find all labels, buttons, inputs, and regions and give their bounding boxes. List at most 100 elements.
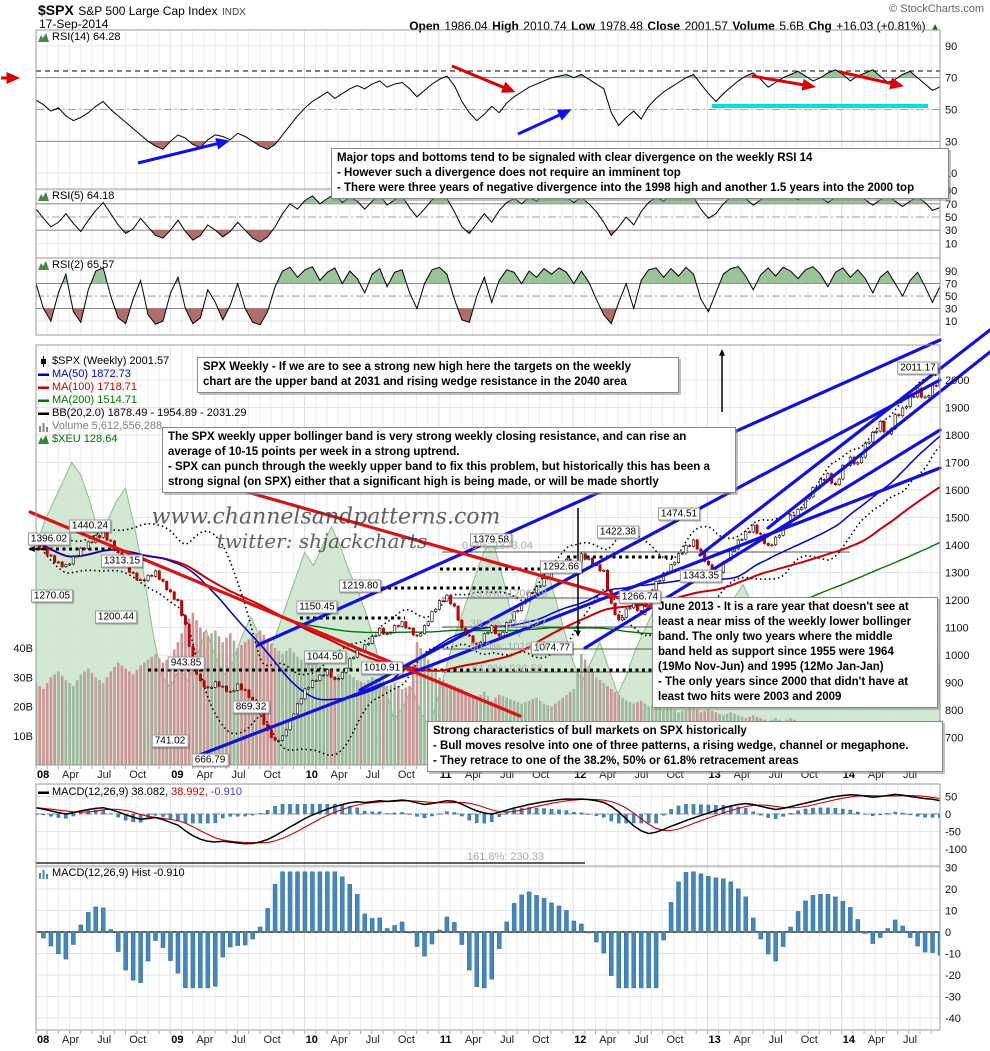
volume-bar (400, 688, 404, 765)
candle-body (333, 676, 337, 680)
macd-axis-label: -50 (945, 827, 961, 839)
month-axis-label: Oct (532, 1034, 549, 1046)
volume-bar (449, 684, 452, 765)
candle-body (236, 683, 240, 691)
volume-bar (785, 719, 789, 765)
volume-bar (931, 732, 934, 765)
month-axis-label: Apr (196, 769, 213, 781)
volume-bar (359, 681, 363, 765)
macd-hist-bar (414, 931, 420, 947)
year-axis-label: 08 (37, 769, 49, 781)
candle-body (770, 544, 774, 547)
candle-body (154, 570, 158, 577)
volume-bar (456, 687, 460, 765)
volume-bar (154, 653, 157, 765)
macd-hist-bar (743, 896, 749, 933)
macd-hist-bar (676, 881, 681, 933)
macdh-axis-label: -10 (945, 949, 961, 961)
volume-bar (378, 680, 381, 765)
macd-hist-bar (721, 878, 726, 933)
candle-body (598, 564, 602, 572)
volume-bar (57, 671, 60, 765)
volume-bar (53, 674, 56, 765)
candle-body (366, 643, 370, 646)
macd-hist-bar (48, 931, 54, 947)
volume-bar (822, 722, 826, 765)
rsi5-axis-label: 90 (945, 186, 957, 198)
volume-bar (800, 722, 804, 765)
macd-hist-bar-small (781, 813, 785, 817)
volume-bar (774, 718, 777, 765)
candle-body (919, 387, 923, 398)
macd-hist-bar (571, 920, 577, 933)
candle-body (714, 573, 718, 577)
macd-hist-bar (175, 931, 181, 974)
candle-body (64, 564, 68, 568)
volume-bar (583, 659, 587, 765)
macd-hist-bar-small (773, 813, 778, 819)
candle-body (213, 681, 217, 688)
macd-hist-bar-small (602, 813, 606, 818)
volume-bar (647, 706, 650, 765)
volume-bar (486, 696, 490, 765)
candle-body (718, 571, 722, 577)
macd-hist-bar-small (176, 813, 180, 821)
candle-body (587, 557, 591, 560)
macd-hist-bar-small (437, 813, 442, 815)
year-axis-label: 11 (440, 769, 452, 781)
volume-bar (411, 664, 415, 765)
macd-hist-bar (272, 884, 278, 933)
volume-bar (228, 633, 232, 765)
macd-signal-line (36, 795, 940, 844)
volume-bar (355, 680, 359, 765)
volume-bar (811, 721, 815, 765)
rsi5-axis-label: 30 (945, 225, 957, 237)
macd-hist-bar (661, 931, 666, 941)
macd-hist-bar (265, 908, 270, 933)
candle-body (210, 687, 214, 689)
volume-bar (684, 709, 688, 765)
macd-hist-bar (825, 894, 831, 933)
volume-bar (139, 665, 142, 765)
panel-border (35, 257, 941, 336)
macd-hist-bar-small (228, 813, 233, 817)
macd-hist-bar (280, 871, 285, 933)
volume-bar (72, 686, 75, 765)
volume-bar (871, 726, 875, 765)
candle-body (60, 561, 64, 568)
macd-hist-bar (623, 931, 629, 989)
volume-bar (680, 710, 684, 765)
volume-bar (169, 656, 172, 765)
volume-bar (751, 715, 755, 765)
volume-bar (98, 680, 101, 765)
candle-body (422, 625, 426, 634)
volume-bar (146, 659, 150, 765)
macd-hist-bar-small (452, 812, 457, 815)
macd-hist-bar (511, 903, 517, 933)
macd-hist-bar (698, 873, 704, 933)
candle-body (295, 703, 299, 715)
price-axis-label: 900 (945, 678, 963, 690)
candle-body (568, 558, 572, 565)
volume-bar (329, 672, 333, 765)
candle-body (493, 625, 497, 634)
header-title: $SPX S&P 500 Large Cap Index INDX (38, 2, 246, 20)
volume-bar (546, 705, 550, 765)
macd-hist-bar (870, 931, 876, 944)
volume-bar (83, 671, 86, 765)
macd-hist-bar (788, 926, 793, 933)
macd-hist-bar (242, 931, 248, 946)
candle-body (658, 580, 662, 582)
volume-bar (673, 709, 677, 765)
macd-hist-bar (601, 931, 607, 954)
candle-body (535, 586, 539, 594)
macd-hist-bar-small (161, 813, 165, 817)
candle-body (180, 600, 184, 616)
candle-body (172, 591, 176, 600)
red-arrow (751, 74, 816, 91)
macd-line (36, 793, 940, 845)
volume-bar (677, 712, 680, 765)
candle-body (381, 627, 385, 635)
volume-bar (206, 636, 210, 765)
candle-body (624, 608, 628, 618)
